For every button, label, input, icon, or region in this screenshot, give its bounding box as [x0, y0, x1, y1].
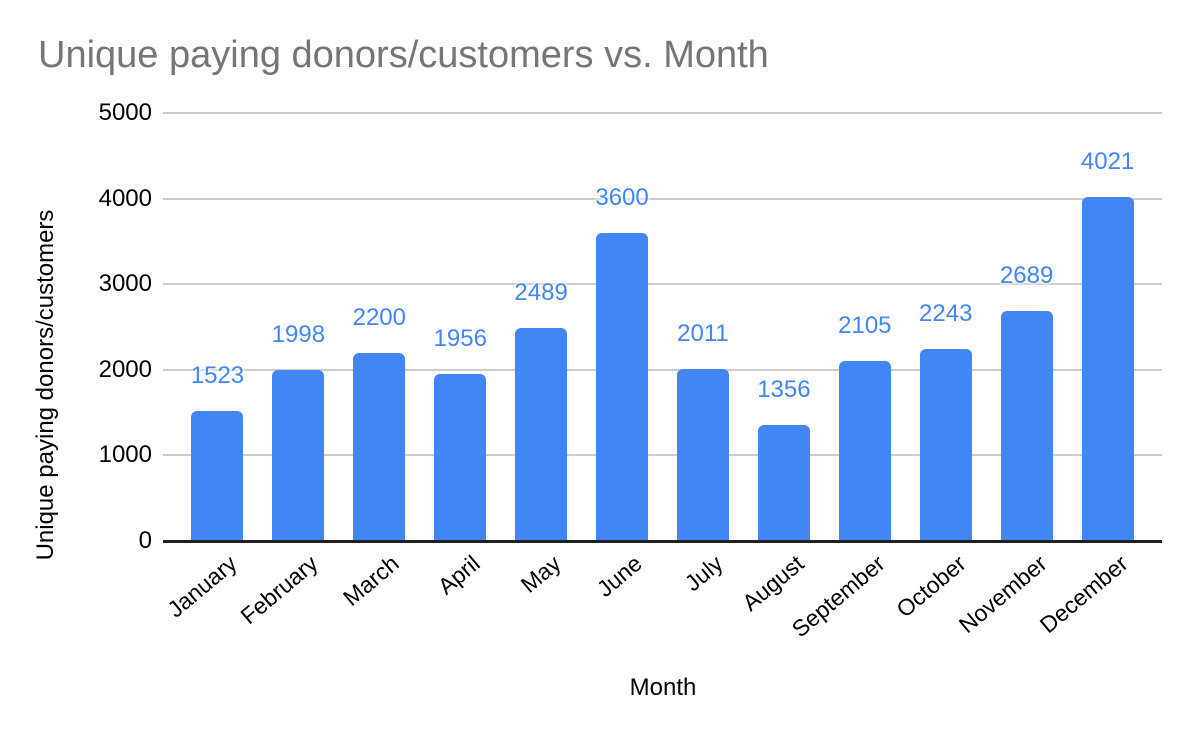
y-tick-label-0: 0	[138, 527, 152, 554]
bar-may	[515, 327, 568, 541]
x-tick-label-december: December	[1034, 550, 1133, 639]
bar-december	[1081, 196, 1134, 541]
x-tick-label-january: January	[162, 550, 243, 623]
x-tick-label-november: November	[953, 550, 1052, 639]
value-label-september: 2105	[838, 311, 892, 339]
bar-february	[272, 369, 325, 541]
bar-june	[596, 232, 649, 541]
bar-september	[838, 360, 891, 541]
gridline-4000	[163, 197, 1162, 200]
value-label-july: 2011	[677, 319, 729, 347]
bar-august	[757, 424, 810, 541]
value-label-november: 2689	[999, 261, 1054, 289]
value-label-june: 3600	[595, 183, 649, 211]
value-label-august: 1356	[757, 375, 811, 403]
y-tick-label-2000: 2000	[98, 355, 152, 383]
y-axis-title: Unique paying donors/customers	[32, 209, 59, 561]
value-label-october: 2243	[919, 299, 973, 327]
x-tick-label-july: July	[679, 550, 728, 597]
chart-title: Unique paying donors/customers vs. Month	[38, 34, 769, 76]
x-tick-label-april: April	[432, 550, 485, 600]
bar-april	[434, 373, 487, 541]
x-tick-label-may: May	[515, 550, 566, 598]
x-tick-label-june: June	[591, 550, 647, 602]
value-label-april: 1956	[433, 324, 487, 352]
x-axis-baseline	[163, 540, 1162, 543]
y-tick-label-1000: 1000	[98, 441, 152, 469]
bar-july	[676, 368, 729, 541]
gridline-2000	[163, 368, 1162, 371]
bar-march	[353, 352, 406, 541]
value-label-february: 1998	[271, 320, 326, 348]
value-label-december: 4021	[1080, 147, 1135, 175]
value-label-may: 2489	[514, 278, 568, 306]
x-axis-title: Month	[629, 674, 697, 701]
x-tick-label-march: March	[338, 550, 405, 611]
gridline-5000	[163, 112, 1162, 114]
y-tick-label-4000: 4000	[98, 184, 152, 212]
value-label-january: 1523	[190, 361, 245, 389]
x-tick-label-august: August	[737, 550, 809, 616]
y-tick-label-3000: 3000	[98, 270, 152, 298]
y-tick-label-5000: 5000	[98, 99, 152, 126]
gridline-3000	[163, 283, 1162, 286]
bar-october	[919, 348, 972, 541]
bar-january	[191, 410, 244, 541]
x-tick-label-october: October	[891, 550, 971, 623]
bar-november	[1000, 310, 1053, 541]
gridline-1000	[163, 454, 1162, 457]
x-tick-label-february: February	[235, 550, 324, 630]
value-label-march: 2200	[352, 303, 406, 331]
